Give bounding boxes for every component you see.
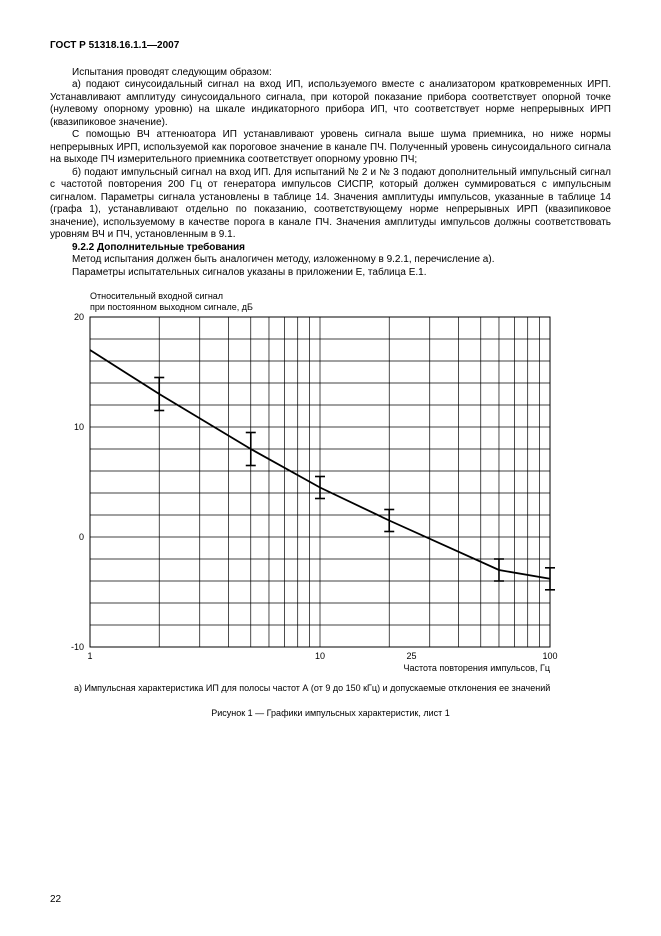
svg-text:при постоянном выходном сигнал: при постоянном выходном сигнале, дБ [90,302,253,312]
section-922-title: 9.2.2 Дополнительные требования [72,242,245,253]
page-number: 22 [50,894,61,907]
svg-text:25: 25 [407,651,417,661]
para-922: 9.2.2 Дополнительные требования [50,242,611,255]
doc-header: ГОСТ Р 51318.16.1.1—2007 [50,40,611,53]
para-922-1: Метод испытания должен быть аналогичен м… [50,254,611,267]
svg-text:-10: -10 [71,642,84,652]
svg-text:10: 10 [74,422,84,432]
para-a2: С помощью ВЧ аттенюатора ИП устанавливаю… [50,129,611,167]
body-text: Испытания проводят следующим образом: а)… [50,67,611,280]
para-intro: Испытания проводят следующим образом: [50,67,611,80]
svg-text:20: 20 [74,312,84,322]
chart-caption-a: а) Импульсная характеристика ИП для поло… [50,683,611,694]
svg-text:0: 0 [79,532,84,542]
chart-caption-b: Рисунок 1 — Графики импульсных характери… [50,708,611,719]
svg-text:10: 10 [315,651,325,661]
pulse-response-chart: -10 0 10 20 1 10 25 100 Относительный входной си… [50,287,560,677]
svg-text:Относительный входной сигнал: Относительный входной сигнал [90,291,223,301]
para-b: б) подают импульсный сигнал на вход ИП. … [50,167,611,242]
chart-block: -10 0 10 20 1 10 25 100 Относительный входной си… [50,287,611,720]
svg-text:100: 100 [542,651,557,661]
para-922-2: Параметры испытательных сигналов указаны… [50,267,611,280]
svg-text:Частота повторения импульсов,: Частота повторения импульсов, Гц [404,663,550,673]
para-a: а) подают синусоидальный сигнал на вход … [50,79,611,129]
svg-text:1: 1 [87,651,92,661]
